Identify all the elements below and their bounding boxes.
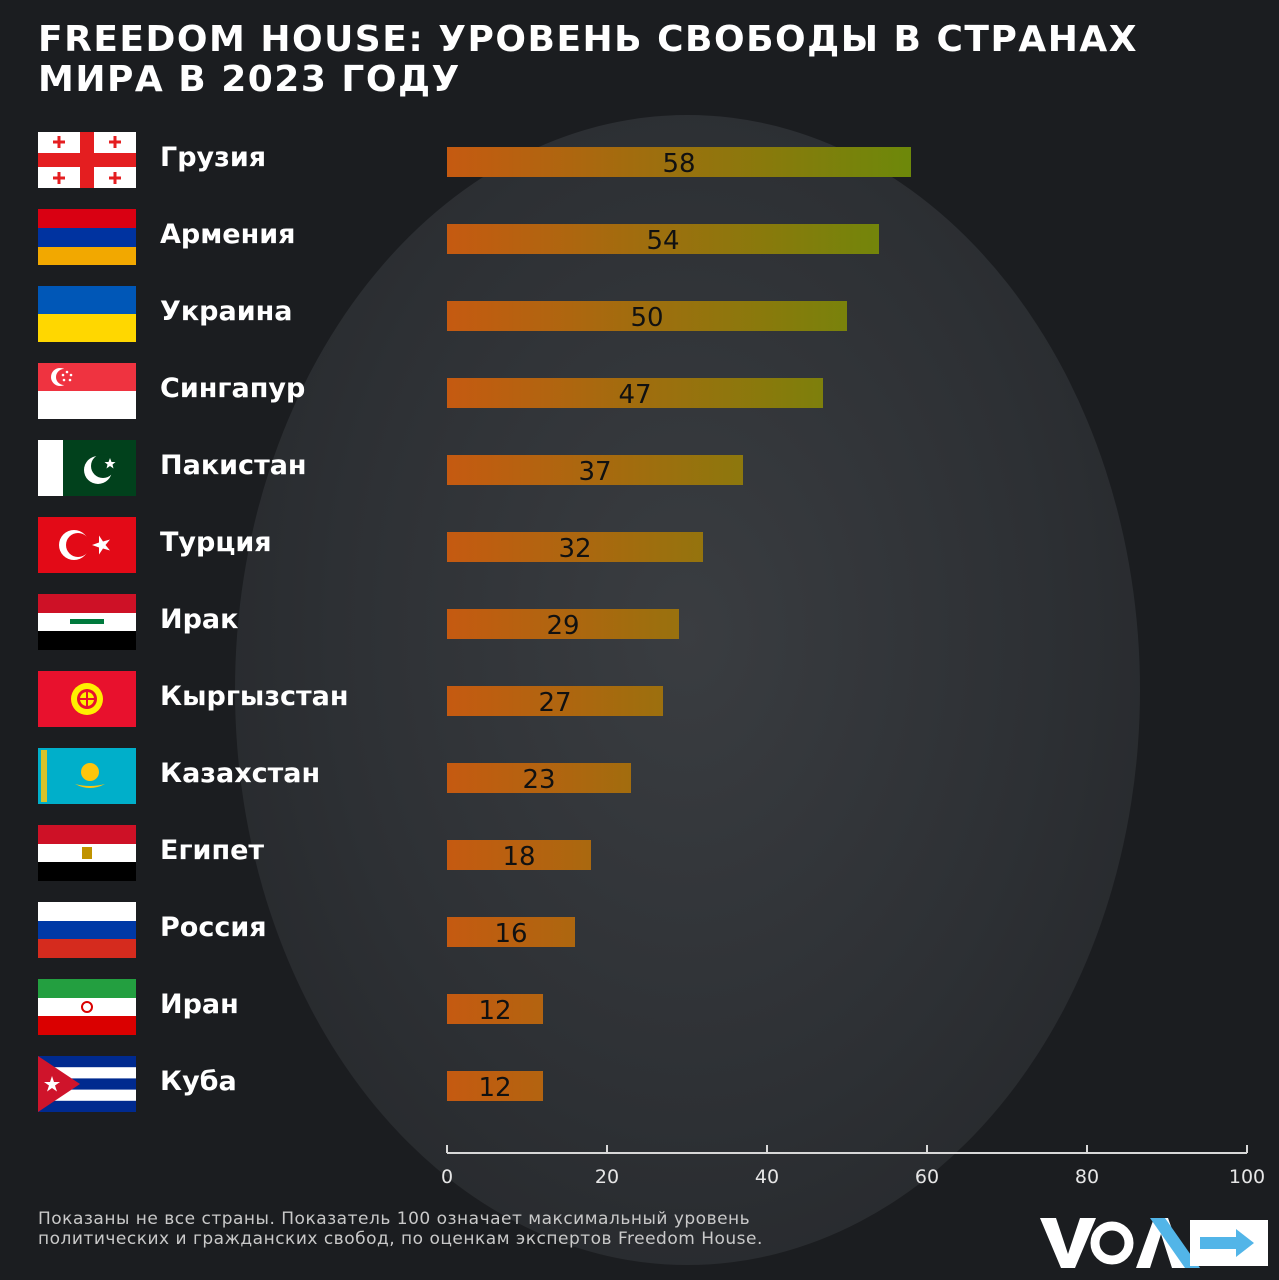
- country-label: Грузия: [160, 142, 267, 173]
- georgia-flag: [38, 132, 136, 188]
- country-label: Кыргызстан: [160, 681, 349, 712]
- bar-value-label: 50: [630, 303, 663, 333]
- bar-value-label: 37: [578, 457, 611, 487]
- iraq-flag: [38, 594, 136, 650]
- bar-value-label: 54: [646, 226, 679, 256]
- ukraine-flag: [38, 286, 136, 342]
- armenia-flag: [38, 209, 136, 265]
- bar: [447, 609, 679, 639]
- country-label: Куба: [160, 1066, 237, 1097]
- country-label: Армения: [160, 219, 296, 250]
- kyrgyzstan-flag: [38, 671, 136, 727]
- bar-value-label: 47: [618, 380, 651, 410]
- bar: [447, 455, 743, 485]
- chart-title: FREEDOM HOUSE: УРОВЕНЬ СВОБОДЫ В СТРАНАХ…: [38, 20, 1238, 100]
- bar-value-label: 32: [558, 534, 591, 564]
- country-label: Сингапур: [160, 373, 306, 404]
- singapore-flag: [38, 363, 136, 419]
- russia-flag: [38, 902, 136, 958]
- turkey-flag: [38, 517, 136, 573]
- footnote-line-2: политических и гражданских свобод, по оц…: [38, 1229, 763, 1249]
- country-label: Казахстан: [160, 758, 321, 789]
- bar-value-label: 12: [478, 1073, 511, 1103]
- bar-value-label: 27: [538, 688, 571, 718]
- title-line-1: FREEDOM HOUSE: УРОВЕНЬ СВОБОДЫ В СТРАНАХ: [38, 19, 1138, 60]
- kazakhstan-flag: [38, 748, 136, 804]
- country-label: Пакистан: [160, 450, 307, 481]
- bar: [447, 917, 575, 947]
- bar: [447, 378, 823, 408]
- footnote: Показаны не все страны. Показатель 100 о…: [38, 1209, 938, 1249]
- cuba-flag: [38, 1056, 136, 1112]
- x-tick-label: 60: [915, 1166, 939, 1188]
- bar: [447, 224, 879, 254]
- bar-value-label: 29: [546, 611, 579, 641]
- country-label: Турция: [160, 527, 272, 558]
- bar-value-label: 18: [502, 842, 535, 872]
- bar-value-label: 23: [522, 765, 555, 795]
- x-tick-label: 20: [595, 1166, 619, 1188]
- bar-value-label: 16: [494, 919, 527, 949]
- x-tick-label: 100: [1229, 1166, 1265, 1188]
- bar: [447, 147, 911, 177]
- bar: [447, 301, 847, 331]
- iran-flag: [38, 979, 136, 1035]
- bar-value-label: 58: [662, 149, 695, 179]
- footnote-line-1: Показаны не все страны. Показатель 100 о…: [38, 1209, 751, 1229]
- x-tick-label: 40: [755, 1166, 779, 1188]
- country-label: Ирак: [160, 604, 239, 635]
- bar-value-label: 12: [478, 996, 511, 1026]
- x-tick-label: 0: [441, 1166, 453, 1188]
- bar: [447, 686, 663, 716]
- bar: [447, 532, 703, 562]
- pakistan-flag: [38, 440, 136, 496]
- bar: [447, 763, 631, 793]
- bar: [447, 840, 591, 870]
- egypt-flag: [38, 825, 136, 881]
- country-label: Россия: [160, 912, 267, 943]
- bar: [447, 1071, 543, 1101]
- x-tick-label: 80: [1075, 1166, 1099, 1188]
- country-label: Египет: [160, 835, 265, 866]
- country-label: Иран: [160, 989, 239, 1020]
- title-line-2: МИРА В 2023 ГОДУ: [38, 59, 461, 100]
- voa-logo: [1040, 1212, 1270, 1272]
- bar: [447, 994, 543, 1024]
- country-label: Украина: [160, 296, 293, 327]
